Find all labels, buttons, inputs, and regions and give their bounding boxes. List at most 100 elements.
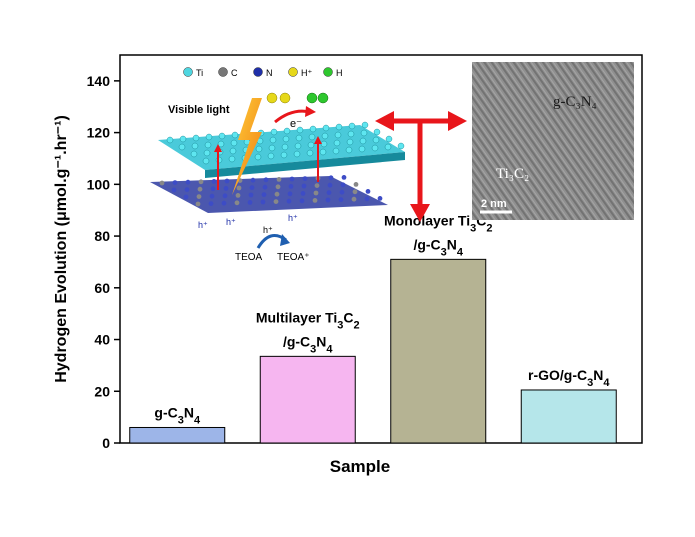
ti-atom <box>384 143 392 151</box>
ti-atom <box>255 145 263 153</box>
hydrogen-atom <box>306 92 318 104</box>
n-atom <box>249 185 255 191</box>
n-atom <box>377 196 383 201</box>
n-atom <box>195 201 201 207</box>
ti-atom <box>204 141 212 149</box>
electron-arrowhead <box>214 144 222 152</box>
ti-atom <box>230 139 238 147</box>
n-atom <box>208 201 214 207</box>
legend-atom <box>288 67 298 77</box>
arrowhead-down <box>410 204 430 222</box>
reduction-arrowhead <box>305 106 316 117</box>
n-atom <box>184 187 190 193</box>
n-atom <box>275 184 281 190</box>
legend-atom-label: N <box>266 68 273 78</box>
ti-atom <box>191 142 199 150</box>
n-atom <box>287 191 293 197</box>
ti-atom <box>283 127 291 135</box>
ti-atom <box>360 129 368 137</box>
ti-atom <box>361 121 369 129</box>
n-atom <box>235 193 241 198</box>
n-atom <box>248 192 254 198</box>
ti-atom <box>280 151 288 159</box>
ti-atom <box>309 125 317 133</box>
bar <box>259 355 356 444</box>
n-atom <box>312 198 318 203</box>
connector-arrows <box>375 111 467 222</box>
y-tick-label: 60 <box>94 280 110 296</box>
n-atom <box>341 175 347 180</box>
ti-atom <box>294 142 302 150</box>
ti-atom <box>295 134 303 142</box>
legend-atom-label: H⁺ <box>301 68 312 78</box>
ti-atom <box>179 135 187 143</box>
bar-label: g-C3N4 <box>154 404 201 426</box>
n-atom <box>339 189 345 195</box>
plot-frame <box>119 54 643 444</box>
legend-atom <box>183 67 193 77</box>
n-atom <box>353 182 359 187</box>
legend-atom <box>218 67 228 77</box>
x-axis-title: Sample <box>330 457 390 476</box>
n-atom <box>300 191 306 196</box>
y-tick-label: 0 <box>102 435 110 451</box>
ti-atom <box>192 134 200 142</box>
legend-atom-label: H <box>336 68 343 78</box>
y-axis: 0 20 40 60 80 100 120 140 <box>87 73 120 451</box>
n-atom <box>273 199 279 205</box>
y-axis-title: Hydrogen Evolution (μmol.g⁻¹.hr⁻¹) <box>53 115 70 383</box>
ti-atom <box>293 150 301 158</box>
ti-atom <box>178 143 186 151</box>
bar-label: Multilayer Ti3C2 <box>256 309 360 331</box>
ti-atom <box>346 138 354 146</box>
ti-atom <box>307 141 315 149</box>
tem-image <box>472 62 634 220</box>
n-atom <box>274 191 280 197</box>
ti-atom <box>190 150 198 158</box>
ti-atom <box>322 124 330 132</box>
n-atom <box>263 177 269 183</box>
ti-atom <box>372 136 380 144</box>
n-atom <box>340 182 346 188</box>
ti3c2-sheet-shade <box>205 152 405 178</box>
n-atom <box>211 179 217 184</box>
bar <box>520 389 617 444</box>
bar-label: /g-C3N4 <box>413 236 463 258</box>
ti-atom <box>345 146 353 154</box>
n-atom <box>250 177 256 183</box>
n-atom <box>196 194 202 200</box>
n-atom <box>223 186 229 191</box>
n-atom <box>183 194 189 200</box>
n-atom <box>325 197 331 203</box>
schematic-inset: Ti C N H⁺ H Visible light e⁻ h⁺ h⁺ h⁺ h⁺ TEO <box>150 67 405 263</box>
oxidation-arrowhead <box>280 234 290 246</box>
bar-label: Monolayer Ti3C2 <box>384 212 492 234</box>
g-c3n4-atoms <box>159 175 383 207</box>
n-atom <box>314 183 320 189</box>
legend-atom <box>323 67 333 77</box>
n-atom <box>276 177 282 182</box>
n-atom <box>328 175 334 181</box>
tem-image-inset: g-C₃N₄ Ti₃C₂ 2 nm <box>472 62 634 220</box>
legend-atom-label: C <box>231 68 238 78</box>
y-tick-label: 140 <box>87 73 111 89</box>
bar-label: r-GO/g-C3N4 <box>528 367 610 389</box>
ti-atom <box>308 133 316 141</box>
ti-atom <box>282 135 290 143</box>
n-atom <box>365 189 371 194</box>
ti-atom <box>296 126 304 134</box>
hole-transfer-label: h⁺ <box>263 225 273 235</box>
ti-atom <box>385 135 393 143</box>
n-atom <box>171 187 177 193</box>
y-tick-label: 100 <box>87 176 111 192</box>
n-atom <box>262 184 268 190</box>
n-atom <box>338 197 344 203</box>
ti-atom <box>269 136 277 144</box>
n-atom <box>288 184 294 189</box>
ti-atom <box>229 147 237 155</box>
electron-label: e⁻ <box>290 118 302 130</box>
hole-label: h⁺ <box>226 217 236 227</box>
